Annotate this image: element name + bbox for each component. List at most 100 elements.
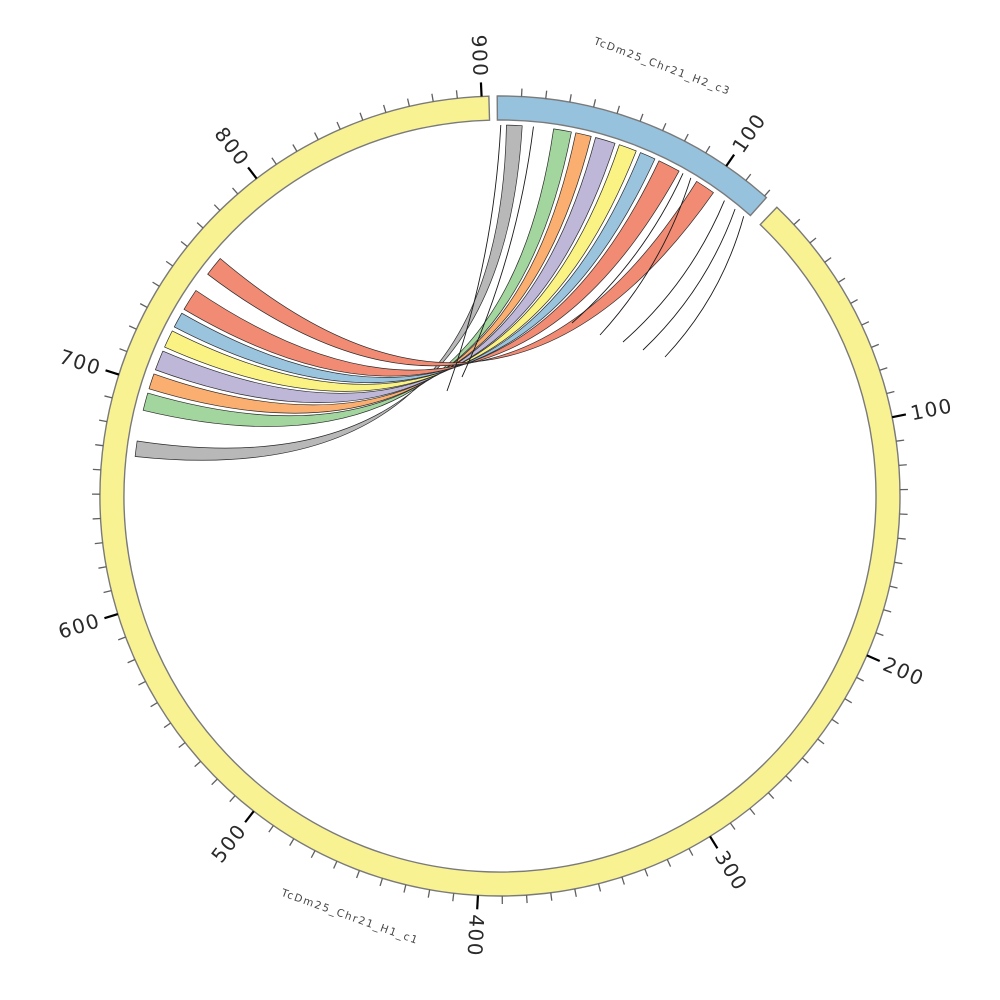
tick-label-TcDm25_Chr21_H1_c1-900: 900 — [467, 34, 493, 78]
segment-arc-TcDm25_Chr21_H2_c3 — [496, 95, 768, 217]
tick-minor — [455, 90, 458, 99]
tick-minor — [271, 157, 277, 165]
thin-link-4 — [622, 200, 725, 343]
tick-minor — [104, 395, 113, 399]
tick-minor — [569, 94, 572, 103]
tick-minor — [883, 609, 892, 613]
tick-minor — [705, 145, 711, 154]
tick-minor — [644, 868, 649, 877]
tick-major — [244, 810, 255, 823]
tick-minor — [844, 698, 853, 704]
tick-minor — [427, 889, 431, 898]
tick-minor — [95, 444, 104, 447]
thin-link-2 — [571, 173, 684, 324]
tick-minor — [666, 859, 672, 867]
tick-minor — [688, 848, 694, 856]
tick-minor — [379, 878, 384, 887]
thin-link-3 — [599, 177, 692, 336]
tick-minor — [817, 738, 825, 745]
tick-minor — [856, 676, 864, 682]
tick-minor — [683, 133, 689, 142]
tick-minor — [550, 892, 553, 901]
tick-label-TcDm25_Chr21_H1_c1-400: 400 — [463, 914, 489, 958]
thin-link-6 — [664, 216, 745, 358]
thin-link-0 — [446, 124, 502, 392]
tick-label-TcDm25_Chr21_H2_c3-100: 100 — [727, 108, 771, 157]
tick-minor — [163, 722, 172, 729]
tick-minor — [875, 632, 884, 637]
tick-minor — [894, 561, 903, 565]
tick-minor — [196, 222, 204, 229]
tick-minor — [292, 144, 298, 152]
tick-minor — [403, 884, 407, 893]
tick-minor — [333, 860, 338, 869]
segment-label-TcDm25_Chr21_H1_c1: TcDm25_Chr21_H1_c1 — [279, 887, 421, 947]
tick-label-TcDm25_Chr21_H1_c1-500: 500 — [206, 819, 251, 867]
tick-label-TcDm25_Chr21_H1_c1-600: 600 — [55, 608, 103, 644]
tick-minor — [150, 702, 158, 708]
tick-minor — [165, 260, 174, 267]
tick-minor — [211, 778, 218, 786]
tick-major — [104, 612, 119, 620]
ribbon-salmon-1 — [183, 160, 680, 377]
tick-minor — [452, 893, 455, 902]
tick-minor — [128, 325, 137, 330]
tick-minor — [749, 807, 756, 816]
tick-label-TcDm25_Chr21_H1_c1-200: 200 — [880, 652, 929, 691]
tick-minor — [837, 277, 846, 284]
tick-minor — [592, 99, 597, 108]
tick-minor — [94, 542, 103, 545]
tick-minor — [194, 760, 202, 768]
tick-minor — [861, 321, 870, 326]
tick-minor — [801, 757, 809, 764]
tick-label-TcDm25_Chr21_H1_c1-800: 800 — [210, 122, 255, 170]
tick-minor — [809, 237, 817, 244]
tick-minor — [785, 775, 793, 782]
tick-minor — [767, 792, 775, 800]
tick-minor — [232, 187, 239, 195]
tick-minor — [213, 204, 221, 211]
tick-label-TcDm25_Chr21_H1_c1-700: 700 — [56, 344, 104, 380]
ribbon-orange — [148, 132, 592, 414]
tick-minor — [382, 104, 387, 113]
tick-minor — [229, 795, 236, 803]
tick-minor — [886, 390, 895, 395]
tick-minor — [662, 122, 667, 131]
tick-minor — [831, 718, 839, 725]
tick-label-TcDm25_Chr21_H1_c1-300: 300 — [710, 846, 753, 895]
tick-minor — [889, 585, 898, 589]
tick-minor — [574, 888, 577, 897]
tick-minor — [138, 680, 146, 686]
tick-minor — [98, 419, 108, 423]
tick-minor — [871, 343, 880, 348]
tick-minor — [359, 112, 364, 121]
tick-minor — [139, 303, 148, 308]
tick-minor — [745, 173, 752, 181]
tick-minor — [178, 742, 186, 749]
tick-minor — [289, 838, 295, 846]
tick-minor — [850, 299, 858, 304]
tick-minor — [525, 895, 528, 904]
tick-minor — [98, 566, 107, 569]
tick-minor — [92, 468, 101, 471]
tick-label-TcDm25_Chr21_H1_c1-100: 100 — [908, 393, 955, 425]
tick-minor — [310, 850, 316, 859]
ribbon-gray — [134, 124, 523, 461]
tick-minor — [621, 876, 625, 885]
tick-major — [866, 654, 881, 662]
tick-minor — [268, 825, 274, 833]
tick-minor — [406, 98, 411, 107]
tick-minor — [127, 658, 136, 664]
tick-major — [105, 369, 120, 376]
tick-minor — [824, 257, 832, 263]
tick-major — [725, 153, 736, 167]
tick-minor — [616, 105, 621, 114]
tick-minor — [336, 121, 341, 130]
tick-minor — [119, 348, 128, 353]
tick-minor — [180, 241, 188, 248]
tick-minor — [597, 883, 602, 892]
tick-minor — [639, 113, 644, 122]
tick-minor — [729, 822, 736, 830]
ribbon-blue — [173, 152, 656, 383]
